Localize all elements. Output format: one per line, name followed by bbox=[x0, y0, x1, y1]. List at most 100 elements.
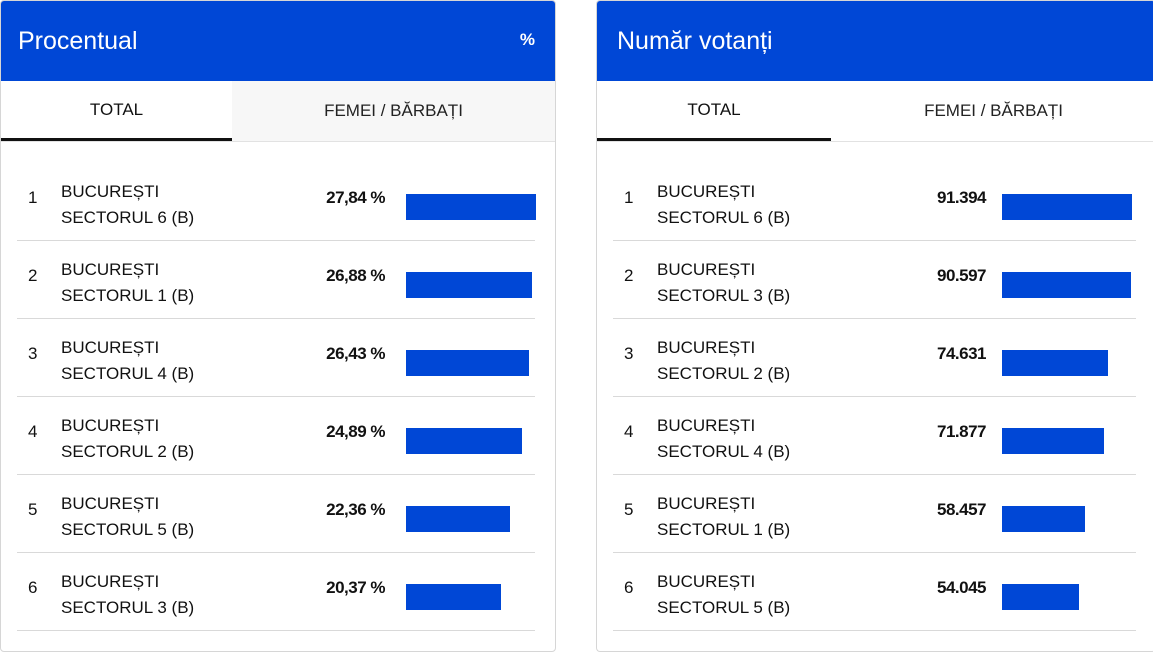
region-city: BUCUREȘTI bbox=[657, 572, 756, 591]
rank-number: 3 bbox=[624, 344, 634, 363]
region-sector: SECTORUL 1 (B) bbox=[657, 520, 791, 539]
value-bar bbox=[406, 272, 532, 298]
list-item: 5 BUCUREȘTI SECTORUL 5 (B) 22,36 % bbox=[17, 475, 535, 553]
region-name: BUCUREȘTI SECTORUL 1 (B) bbox=[61, 257, 194, 309]
value-bar bbox=[406, 506, 511, 532]
rank-number: 2 bbox=[624, 266, 634, 285]
region-name: BUCUREȘTI SECTORUL 6 (B) bbox=[657, 179, 790, 231]
value-label: 54.045 bbox=[937, 578, 987, 597]
unit-label: % bbox=[519, 30, 535, 49]
region-sector: SECTORUL 4 (B) bbox=[61, 364, 195, 383]
value-label: 90.597 bbox=[937, 266, 987, 285]
list-item: 6 BUCUREȘTI SECTORUL 3 (B) 20,37 % bbox=[17, 553, 535, 631]
tab-bar: TOTAL FEMEI / BĂRBAȚI bbox=[597, 81, 1153, 142]
region-city: BUCUREȘTI bbox=[657, 182, 756, 201]
list-item: 2 BUCUREȘTI SECTORUL 1 (B) 26,88 % bbox=[17, 241, 535, 319]
value-bar bbox=[1002, 584, 1079, 610]
panel-title: Procentual bbox=[18, 27, 138, 55]
bar-track bbox=[1002, 194, 1132, 220]
region-city: BUCUREȘTI bbox=[61, 260, 160, 279]
value-label: 71.877 bbox=[937, 422, 987, 441]
list-item: 1 BUCUREȘTI SECTORUL 6 (B) 27,84 % bbox=[17, 163, 536, 241]
rank-number: 2 bbox=[28, 266, 38, 285]
list-item: 1 BUCUREȘTI SECTORUL 6 (B) 91.394 bbox=[613, 163, 1136, 241]
region-name: BUCUREȘTI SECTORUL 3 (B) bbox=[61, 569, 194, 621]
list-item: 5 BUCUREȘTI SECTORUL 1 (B) 58.457 bbox=[613, 475, 1136, 553]
bar-track bbox=[1002, 506, 1132, 532]
region-sector: SECTORUL 1 (B) bbox=[61, 286, 195, 305]
list-item: 4 BUCUREȘTI SECTORUL 2 (B) 24,89 % bbox=[17, 397, 535, 475]
region-sector: SECTORUL 6 (B) bbox=[61, 208, 195, 227]
value-label: 58.457 bbox=[937, 500, 987, 519]
region-sector: SECTORUL 2 (B) bbox=[61, 442, 195, 461]
tab-women-men[interactable]: FEMEI / BĂRBAȚI bbox=[232, 81, 555, 141]
tab-total[interactable]: TOTAL bbox=[1, 81, 232, 141]
bar-track bbox=[1002, 272, 1132, 298]
rank-number: 6 bbox=[28, 578, 38, 597]
bar-track bbox=[406, 350, 536, 376]
list-item: 4 BUCUREȘTI SECTORUL 4 (B) 71.877 bbox=[613, 397, 1136, 475]
bar-track bbox=[406, 194, 536, 220]
region-sector: SECTORUL 2 (B) bbox=[657, 364, 791, 383]
region-name: BUCUREȘTI SECTORUL 3 (B) bbox=[657, 257, 790, 309]
bar-track bbox=[406, 506, 536, 532]
panel-header: Număr votanți bbox=[597, 1, 1153, 81]
value-bar bbox=[406, 350, 530, 376]
voters-count-panel: Număr votanți TOTAL FEMEI / BĂRBAȚI 1 BUC… bbox=[596, 0, 1153, 652]
value-label: 27,84 % bbox=[326, 188, 385, 207]
rank-number: 4 bbox=[28, 422, 38, 441]
region-name: BUCUREȘTI SECTORUL 4 (B) bbox=[657, 413, 790, 465]
ranking-list: 1 BUCUREȘTI SECTORUL 6 (B) 27,84 % 2 BUCUREȘT… bbox=[17, 163, 536, 631]
region-name: BUCUREȘTI SECTORUL 1 (B) bbox=[657, 491, 790, 543]
value-bar bbox=[406, 584, 502, 610]
region-city: BUCUREȘTI bbox=[657, 416, 756, 435]
panel-header: Procentual % bbox=[1, 1, 555, 81]
rank-number: 1 bbox=[624, 188, 634, 207]
bar-track bbox=[1002, 350, 1132, 376]
percentage-panel: Procentual % TOTAL FEMEI / BĂRBAȚI 1 BUCU… bbox=[0, 0, 556, 652]
value-bar bbox=[1002, 506, 1086, 532]
list-item: 6 BUCUREȘTI SECTORUL 5 (B) 54.045 bbox=[613, 553, 1136, 631]
value-label: 26,88 % bbox=[326, 266, 385, 285]
list-item: 2 BUCUREȘTI SECTORUL 3 (B) 90.597 bbox=[613, 241, 1136, 319]
region-sector: SECTORUL 5 (B) bbox=[61, 520, 195, 539]
rank-number: 5 bbox=[624, 500, 634, 519]
region-name: BUCUREȘTI SECTORUL 2 (B) bbox=[61, 413, 194, 465]
region-name: BUCUREȘTI SECTORUL 6 (B) bbox=[61, 179, 194, 231]
value-bar bbox=[1002, 350, 1109, 376]
tab-women-men[interactable]: FEMEI / BĂRBAȚI bbox=[831, 81, 1153, 141]
rank-number: 5 bbox=[28, 500, 38, 519]
panel-title: Număr votanți bbox=[617, 27, 773, 55]
region-name: BUCUREȘTI SECTORUL 2 (B) bbox=[657, 335, 790, 387]
region-name: BUCUREȘTI SECTORUL 4 (B) bbox=[61, 335, 194, 387]
value-label: 20,37 % bbox=[326, 578, 385, 597]
bar-track bbox=[406, 584, 536, 610]
tab-total[interactable]: TOTAL bbox=[597, 81, 831, 141]
region-sector: SECTORUL 3 (B) bbox=[657, 286, 791, 305]
rank-number: 1 bbox=[28, 188, 38, 207]
bar-track bbox=[1002, 428, 1132, 454]
region-sector: SECTORUL 5 (B) bbox=[657, 598, 791, 617]
list-item: 3 BUCUREȘTI SECTORUL 2 (B) 74.631 bbox=[613, 319, 1136, 397]
value-label: 22,36 % bbox=[326, 500, 385, 519]
bar-track bbox=[406, 272, 536, 298]
bar-track bbox=[406, 428, 536, 454]
ranking-list: 1 BUCUREȘTI SECTORUL 6 (B) 91.394 2 BUCUREȘTI… bbox=[613, 163, 1136, 631]
value-label: 26,43 % bbox=[326, 344, 385, 363]
value-bar bbox=[406, 428, 523, 454]
region-city: BUCUREȘTI bbox=[61, 416, 160, 435]
value-label: 24,89 % bbox=[326, 422, 385, 441]
value-bar bbox=[406, 194, 536, 220]
value-bar bbox=[1002, 428, 1105, 454]
region-city: BUCUREȘTI bbox=[61, 338, 160, 357]
region-name: BUCUREȘTI SECTORUL 5 (B) bbox=[61, 491, 194, 543]
tab-bar: TOTAL FEMEI / BĂRBAȚI bbox=[1, 81, 555, 142]
region-name: BUCUREȘTI SECTORUL 5 (B) bbox=[657, 569, 790, 621]
region-sector: SECTORUL 3 (B) bbox=[61, 598, 195, 617]
bar-track bbox=[1002, 584, 1132, 610]
region-city: BUCUREȘTI bbox=[657, 260, 756, 279]
region-sector: SECTORUL 4 (B) bbox=[657, 442, 791, 461]
rank-number: 4 bbox=[624, 422, 634, 441]
region-city: BUCUREȘTI bbox=[61, 572, 160, 591]
value-label: 91.394 bbox=[937, 188, 987, 207]
